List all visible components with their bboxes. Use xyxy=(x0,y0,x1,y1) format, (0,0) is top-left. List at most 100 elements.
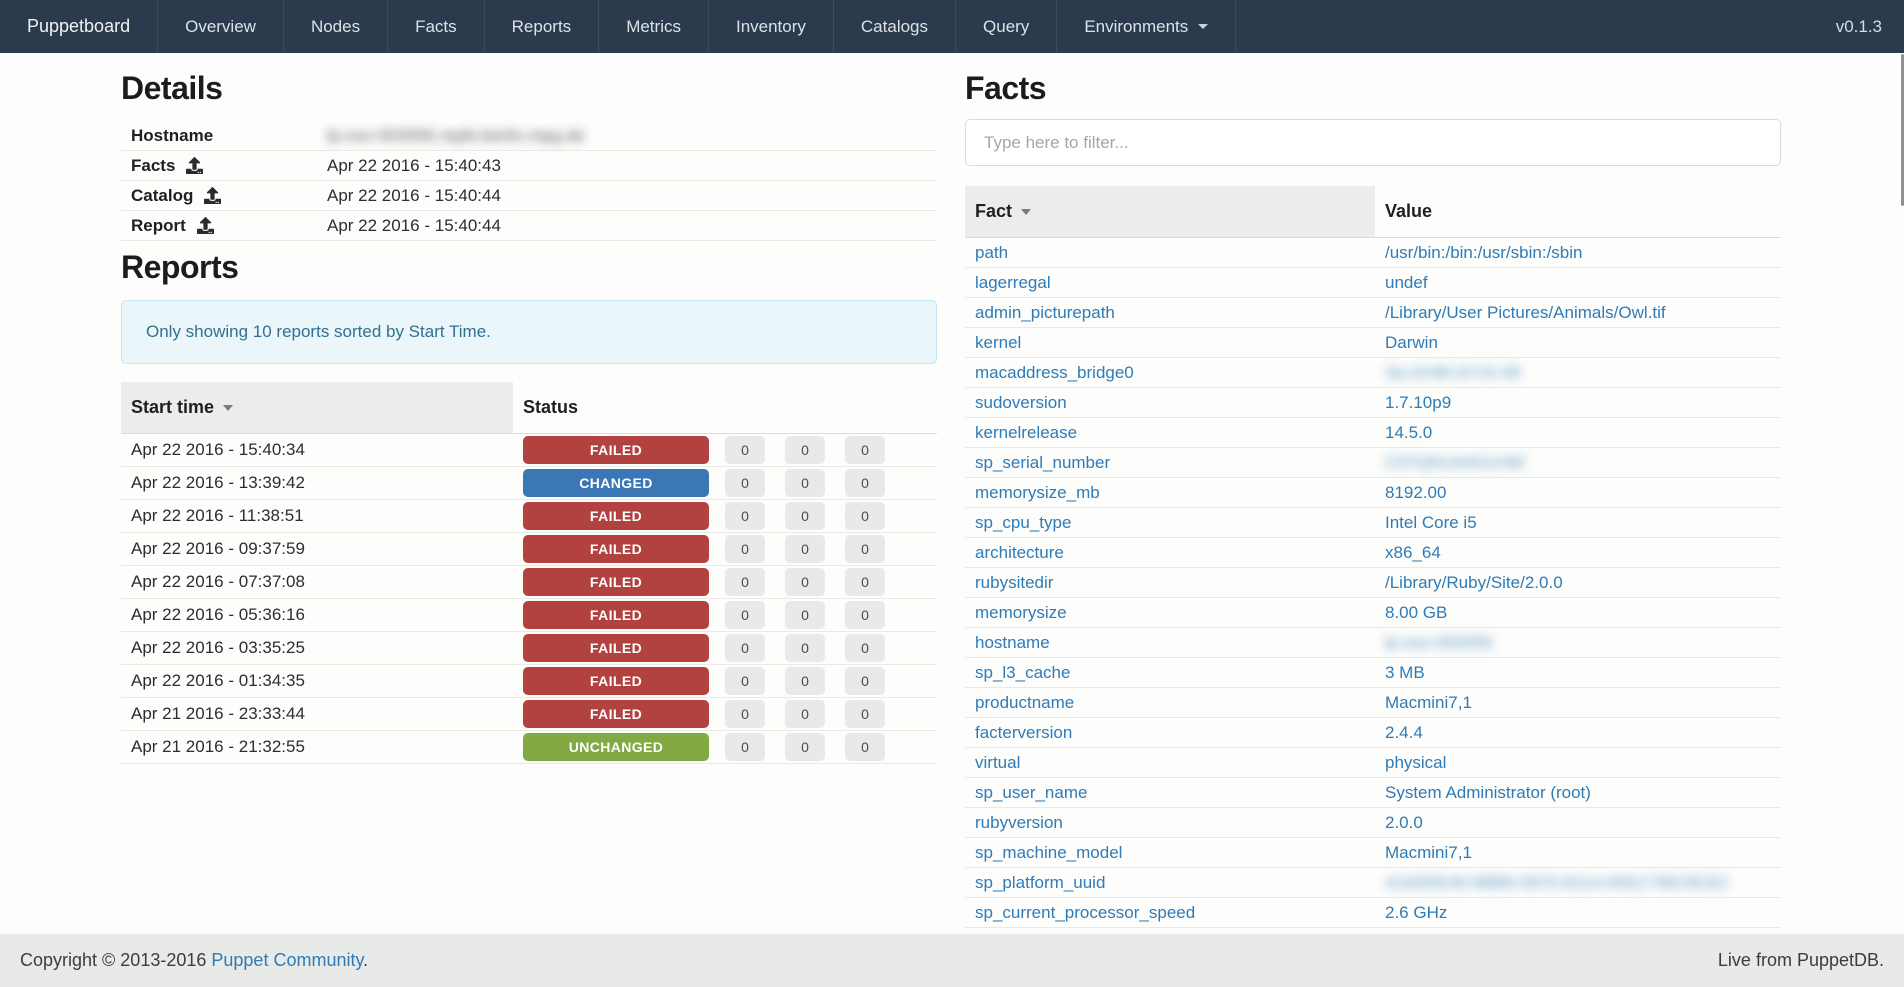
upload-icon xyxy=(186,157,204,174)
nav-item-query[interactable]: Query xyxy=(955,0,1056,53)
fact-value-link[interactable]: 1.7.10p9 xyxy=(1385,392,1452,412)
fact-row: productname Macmini7,1 xyxy=(965,688,1781,718)
puppet-community-link[interactable]: Puppet Community xyxy=(211,950,364,970)
fact-value-link[interactable]: System Administrator (root) xyxy=(1385,782,1591,802)
nav-item-facts[interactable]: Facts xyxy=(387,0,484,53)
fact-name-link[interactable]: sp_l3_cache xyxy=(975,662,1071,682)
fact-name-link[interactable]: path xyxy=(975,242,1009,262)
fact-value-link[interactable]: x86_64 xyxy=(1385,542,1441,562)
report-start-time: Apr 21 2016 - 23:33:44 xyxy=(131,704,305,723)
nav-item-reports[interactable]: Reports xyxy=(483,0,599,53)
fact-name-link[interactable]: hostname xyxy=(975,632,1050,652)
status-badge: FAILED xyxy=(523,667,709,695)
count-badge: 0 xyxy=(845,601,885,629)
fact-name-link[interactable]: virtual xyxy=(975,752,1021,772)
fact-row: memorysize 8.00 GB xyxy=(965,598,1781,628)
report-row: Apr 22 2016 - 13:39:42 CHANGED 0 0 0 xyxy=(121,467,937,500)
version-label: v0.1.3 xyxy=(1835,16,1882,36)
count-badge: 0 xyxy=(725,634,765,662)
count-badge: 0 xyxy=(845,535,885,563)
fact-name-link[interactable]: sp_machine_model xyxy=(975,842,1123,862)
fact-value-link[interactable]: /Library/Ruby/Site/2.0.0 xyxy=(1385,572,1563,592)
fact-value-link[interactable]: Darwin xyxy=(1385,332,1438,352)
left-column: Details Hostname lp-osx-003056.mpib-berl… xyxy=(121,53,937,928)
fact-value-link[interactable]: Macmini7,1 xyxy=(1385,842,1472,862)
fact-name-link[interactable]: admin_picturepath xyxy=(975,302,1115,322)
fact-name-link[interactable]: kernel xyxy=(975,332,1022,352)
fact-name-link[interactable]: lagerregal xyxy=(975,272,1051,292)
nav-dropdown-environments[interactable]: Environments xyxy=(1056,0,1237,53)
fact-name-link[interactable]: rubyversion xyxy=(975,812,1063,832)
nav-item-metrics[interactable]: Metrics xyxy=(598,0,708,53)
column-header-start-time[interactable]: Start time xyxy=(121,382,513,433)
detail-row: Facts Apr 22 2016 - 15:40:43 xyxy=(121,151,937,181)
fact-name-link[interactable]: macaddress_bridge0 xyxy=(975,362,1134,382)
fact-value-link[interactable]: /Library/User Pictures/Animals/Owl.tif xyxy=(1385,302,1666,322)
fact-name-link[interactable]: facterversion xyxy=(975,722,1073,742)
fact-value-link[interactable]: C07QN1AAG1HW xyxy=(1385,452,1525,472)
sort-desc-icon xyxy=(223,404,234,411)
report-row: Apr 22 2016 - 07:37:08 FAILED 0 0 0 xyxy=(121,566,937,599)
nav-item-nodes[interactable]: Nodes xyxy=(282,0,387,53)
status-badge: FAILED xyxy=(523,601,709,629)
fact-value-link[interactable]: 8.00 GB xyxy=(1385,602,1448,622)
fact-value-link[interactable]: 2.6 GHz xyxy=(1385,902,1448,922)
fact-name-link[interactable]: rubysitedir xyxy=(975,572,1054,592)
count-badge: 0 xyxy=(845,700,885,728)
fact-name-link[interactable]: sp_serial_number xyxy=(975,452,1111,472)
fact-value-link[interactable]: Macmini7,1 xyxy=(1385,692,1472,712)
nav-item-inventory[interactable]: Inventory xyxy=(707,0,833,53)
facts-title: Facts xyxy=(965,70,1047,106)
report-start-time: Apr 22 2016 - 15:40:34 xyxy=(131,440,305,459)
fact-name-link[interactable]: sp_cpu_type xyxy=(975,512,1072,532)
report-start-time: Apr 22 2016 - 01:34:35 xyxy=(131,671,305,690)
count-badge: 0 xyxy=(845,502,885,530)
report-row: Apr 22 2016 - 15:40:34 FAILED 0 0 0 xyxy=(121,434,937,467)
fact-value-link[interactable]: 2.0.0 xyxy=(1385,812,1423,832)
detail-row: Report Apr 22 2016 - 15:40:44 xyxy=(121,211,937,241)
fact-name-link[interactable]: memorysize_mb xyxy=(975,482,1100,502)
vertical-scrollbar[interactable] xyxy=(1901,54,1904,206)
column-header-status[interactable]: Status xyxy=(523,397,579,417)
fact-name-link[interactable]: architecture xyxy=(975,542,1064,562)
fact-row: hostname lp-osx-003056 xyxy=(965,628,1781,658)
column-header-fact[interactable]: Fact xyxy=(965,186,1375,237)
report-start-time: Apr 22 2016 - 05:36:16 xyxy=(131,605,305,624)
fact-value-link[interactable]: 14.5.0 xyxy=(1385,422,1433,442)
fact-value-link[interactable]: 3a:c9:86:22:01:00 xyxy=(1385,362,1522,382)
column-header-value[interactable]: Value xyxy=(1385,201,1433,221)
reports-title: Reports xyxy=(121,249,239,285)
fact-value-link[interactable]: 2.4.4 xyxy=(1385,722,1423,742)
fact-value-link[interactable]: physical xyxy=(1385,752,1447,772)
navbar-brand[interactable]: Puppetboard xyxy=(27,16,131,36)
status-badge: FAILED xyxy=(523,634,709,662)
facts-table: Fact Value path /usr/bin:/bin:/usr/sbin:… xyxy=(965,186,1781,928)
fact-name-link[interactable]: sp_current_processor_speed xyxy=(975,902,1196,922)
fact-value-link[interactable]: /usr/bin:/bin:/usr/sbin:/sbin xyxy=(1385,242,1583,262)
fact-row: sp_current_processor_speed 2.6 GHz xyxy=(965,898,1781,928)
fact-name-link[interactable]: kernelrelease xyxy=(975,422,1078,442)
nav-item-catalogs[interactable]: Catalogs xyxy=(832,0,955,53)
fact-value-link[interactable]: lp-osx-003056 xyxy=(1385,632,1493,652)
status-badge: FAILED xyxy=(523,436,709,464)
fact-name-link[interactable]: sp_user_name xyxy=(975,782,1088,802)
count-badge: 0 xyxy=(785,601,825,629)
fact-name-link[interactable]: productname xyxy=(975,692,1075,712)
nav-item-overview[interactable]: Overview xyxy=(157,0,283,53)
fact-row: sp_user_name System Administrator (root) xyxy=(965,778,1781,808)
fact-value-link[interactable]: 41A0DE40-6BB6-5970-8114-0A51736C9CE2 xyxy=(1385,872,1729,892)
fact-value-link[interactable]: Intel Core i5 xyxy=(1385,512,1477,532)
count-badge: 0 xyxy=(785,700,825,728)
fact-value-link[interactable]: undef xyxy=(1385,272,1428,292)
fact-name-link[interactable]: memorysize xyxy=(975,602,1067,622)
fact-value-link[interactable]: 3 MB xyxy=(1385,662,1425,682)
fact-row: admin_picturepath /Library/User Pictures… xyxy=(965,298,1781,328)
detail-label: Hostname xyxy=(131,125,214,145)
facts-filter-input[interactable] xyxy=(965,119,1781,166)
main-content: Details Hostname lp-osx-003056.mpib-berl… xyxy=(0,53,1904,928)
fact-value-link[interactable]: 8192.00 xyxy=(1385,482,1447,502)
count-badge: 0 xyxy=(725,733,765,761)
detail-row: Catalog Apr 22 2016 - 15:40:44 xyxy=(121,181,937,211)
fact-name-link[interactable]: sp_platform_uuid xyxy=(975,872,1106,892)
fact-name-link[interactable]: sudoversion xyxy=(975,392,1067,412)
